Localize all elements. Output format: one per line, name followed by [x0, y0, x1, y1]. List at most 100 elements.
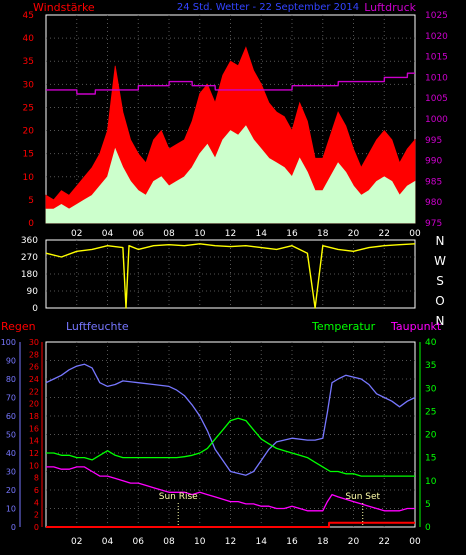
luftfeuchte-label: Luftfeuchte: [66, 320, 129, 333]
regen-label: Regen: [1, 320, 36, 333]
direction-tick-label: 360: [21, 236, 38, 246]
time-tick-label: 20: [348, 229, 360, 239]
time-tick-label: 20: [348, 537, 360, 547]
time-tick-label: 22: [379, 229, 390, 239]
time-tick-label: 06: [133, 537, 145, 547]
rain-tick-label: 18: [29, 412, 39, 421]
rain-tick-label: 8: [34, 474, 39, 483]
rain-tick-label: 20: [29, 400, 39, 409]
temperature-tick-label: 15: [425, 454, 436, 464]
humidity-tick-label: 40: [6, 449, 16, 458]
pressure-tick-label: 975: [425, 219, 442, 229]
time-tick-label: 02: [71, 229, 82, 239]
compass-letter: N: [436, 314, 445, 328]
rain-tick-label: 14: [29, 437, 39, 446]
time-tick-label: 04: [102, 229, 114, 239]
pressure-line: [46, 72, 415, 95]
temperatur-axis: 0 5 10 15 20 25 30 35 40: [419, 338, 437, 533]
time-tick-label: 00: [409, 229, 421, 239]
time-tick-label: 02: [71, 537, 82, 547]
rain-tick-label: 28: [29, 350, 39, 359]
compass-letter: N: [436, 234, 445, 248]
humidity-tick-label: 80: [6, 375, 16, 384]
temperature-tick-label: 20: [425, 431, 437, 441]
compass-letter: S: [436, 274, 444, 288]
humidity-tick-label: 100: [1, 338, 16, 347]
temperature-tick-label: 25: [425, 407, 436, 417]
humidity-tick-label: 30: [6, 468, 16, 477]
temperature-tick-label: 30: [425, 384, 437, 394]
pressure-tick-label: 1015: [425, 53, 448, 63]
direction-degree-axis: 0 90 180 270 360: [21, 236, 38, 314]
climate-time-axis: 02 04 06 08 10 12 14 16 18 20 22 00: [71, 537, 421, 547]
direction-tick-label: 270: [21, 253, 38, 263]
compass-letter: W: [434, 254, 446, 268]
rain-line: [46, 521, 415, 528]
time-tick-label: 16: [286, 229, 298, 239]
time-tick-label: 14: [256, 537, 268, 547]
direction-tick-label: 180: [21, 270, 38, 280]
time-tick-label: 16: [286, 537, 298, 547]
humidity-tick-label: 10: [6, 505, 16, 514]
time-tick-label: 10: [194, 537, 206, 547]
temperatur-label: Temperatur: [311, 320, 376, 333]
dewpoint-line: [46, 466, 415, 512]
pressure-tick-label: 1005: [425, 94, 448, 104]
humidity-tick-label: 0: [11, 523, 16, 532]
pressure-tick-label: 995: [425, 136, 442, 146]
time-tick-label: 06: [133, 229, 145, 239]
temperature-tick-label: 10: [425, 477, 437, 487]
rain-tick-label: 2: [34, 511, 39, 520]
humidity-tick-label: 90: [6, 357, 16, 366]
rain-tick-label: 26: [29, 363, 39, 372]
time-tick-label: 12: [225, 229, 236, 239]
wind-tick-label: 40: [23, 34, 35, 44]
time-tick-label: 00: [409, 537, 421, 547]
rain-tick-label: 12: [29, 449, 39, 458]
rain-tick-label: 22: [29, 387, 39, 396]
humidity-tick-label: 20: [6, 486, 16, 495]
wind-tick-label: 25: [23, 103, 34, 113]
time-tick-label: 14: [256, 229, 268, 239]
rain-tick-label: 30: [29, 338, 39, 347]
wind-tick-label: 10: [23, 173, 35, 183]
direction-line: [45, 243, 416, 309]
windstaerke-axis: 0 5 10 15 20 25 30 35 40 45: [23, 11, 35, 229]
humidity-line: [45, 363, 416, 476]
wind-series-group: [45, 46, 416, 224]
direction-tick-label: 0: [32, 304, 38, 314]
luftdruck-label: Luftdruck: [364, 1, 416, 14]
time-tick-label: 10: [194, 229, 206, 239]
wind-tick-label: 15: [23, 150, 34, 160]
humidity-tick-label: 70: [6, 394, 16, 403]
sun-annotation-label: Sun Rise: [159, 492, 198, 502]
time-tick-label: 18: [317, 537, 329, 547]
time-tick-label: 18: [317, 229, 329, 239]
temperature-tick-label: 5: [425, 500, 431, 510]
pressure-tick-label: 1020: [425, 32, 448, 42]
wind-tick-label: 35: [23, 57, 34, 67]
direction-panel-grid: [46, 240, 415, 308]
time-tick-label: 08: [163, 229, 175, 239]
rain-tick-label: 4: [34, 498, 39, 507]
temperature-tick-label: 35: [425, 361, 436, 371]
direction-series-group: [45, 243, 416, 309]
time-tick-label: 22: [379, 537, 390, 547]
rain-tick-label: 6: [34, 486, 39, 495]
temperature-tick-label: 40: [425, 338, 437, 348]
sun-annotations: Sun Rise Sun Set: [159, 492, 381, 527]
pressure-tick-label: 990: [425, 157, 442, 167]
wind-time-axis: 02 04 06 08 10 12 14 16 18 20 22 00: [71, 229, 421, 239]
pressure-tick-label: 1025: [425, 11, 448, 21]
rain-tick-label: 0: [34, 523, 39, 532]
luftdruck-axis: 975 980 985 990 995 1000 1005 1010 1015 1020 1025: [425, 11, 448, 229]
sun-annotation-label: Sun Set: [345, 492, 380, 502]
rain-tick-label: 24: [29, 375, 39, 384]
pressure-tick-label: 1000: [425, 115, 448, 125]
rain-tick-label: 10: [29, 461, 39, 470]
